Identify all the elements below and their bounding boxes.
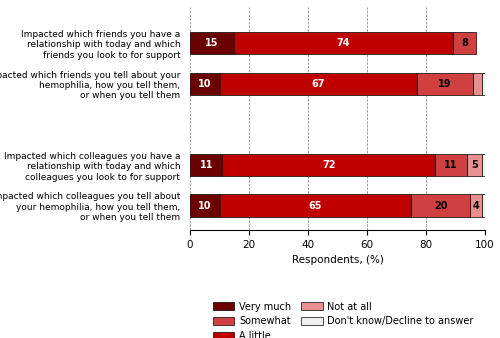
Bar <box>417 73 473 95</box>
Text: 10: 10 <box>198 200 211 211</box>
Text: 11: 11 <box>444 160 458 170</box>
Bar <box>452 32 476 54</box>
Bar <box>482 154 485 176</box>
Text: 11: 11 <box>200 160 213 170</box>
Bar <box>222 154 435 176</box>
Text: 20: 20 <box>434 200 448 211</box>
Bar <box>220 194 411 217</box>
X-axis label: Respondents, (%): Respondents, (%) <box>292 255 384 265</box>
Bar <box>411 194 470 217</box>
Bar <box>190 32 234 54</box>
Bar <box>473 73 482 95</box>
Bar <box>220 73 417 95</box>
Text: 5: 5 <box>472 160 478 170</box>
Bar <box>468 154 482 176</box>
Text: 4: 4 <box>473 200 480 211</box>
Bar <box>470 194 482 217</box>
Text: 8: 8 <box>461 38 468 48</box>
Text: 72: 72 <box>322 160 336 170</box>
Bar <box>190 73 220 95</box>
Legend: Very much, Somewhat, A little, Not at all, Don't know/Decline to answer: Very much, Somewhat, A little, Not at al… <box>213 301 474 338</box>
Bar <box>482 73 485 95</box>
Text: 74: 74 <box>336 38 350 48</box>
Text: 10: 10 <box>198 79 211 89</box>
Text: 15: 15 <box>206 38 219 48</box>
Bar <box>190 194 220 217</box>
Bar <box>234 32 452 54</box>
Bar <box>435 154 468 176</box>
Text: 65: 65 <box>308 200 322 211</box>
Bar <box>190 154 222 176</box>
Text: 19: 19 <box>438 79 452 89</box>
Bar <box>482 194 485 217</box>
Text: 67: 67 <box>312 79 325 89</box>
